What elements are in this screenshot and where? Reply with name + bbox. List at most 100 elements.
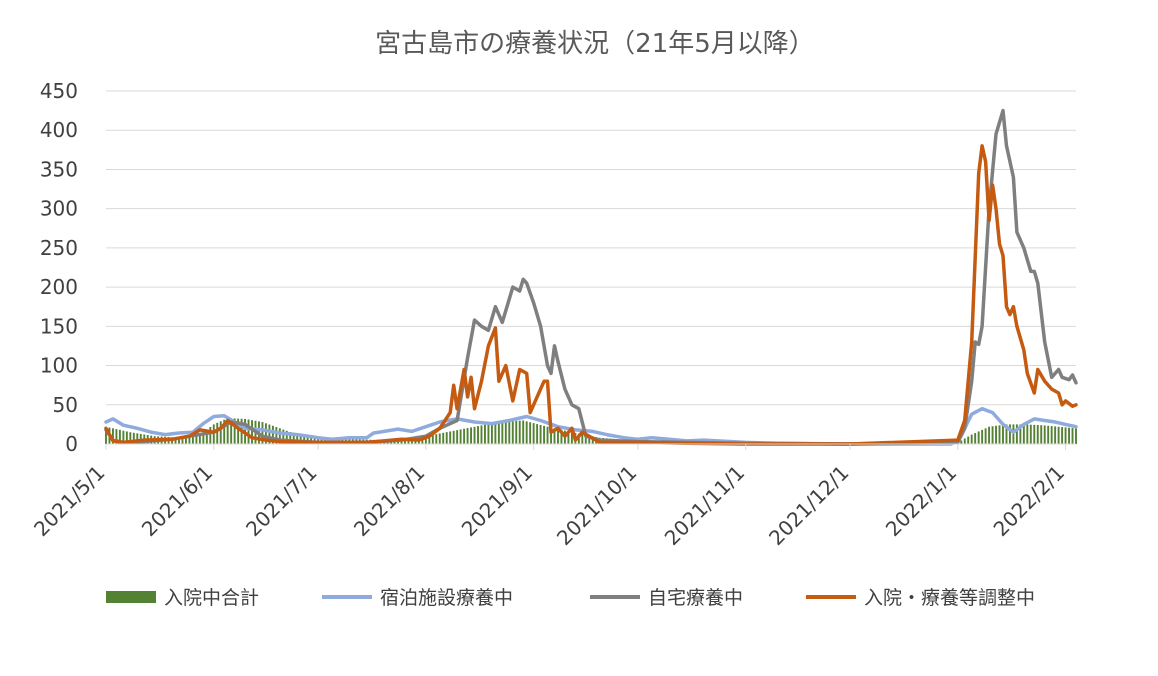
bar-2022-01-16 (1008, 424, 1011, 444)
bar-2021-05-09 (132, 432, 135, 444)
bar-2021-08-21 (494, 422, 497, 444)
bar-2021-06-26 (299, 435, 302, 444)
bar-2021-09-01 (532, 423, 535, 444)
bar-2021-08-19 (487, 424, 490, 444)
bar-2021-08-22 (497, 422, 500, 444)
legend-label: 自宅療養中 (648, 587, 743, 609)
bar-2022-01-07 (977, 431, 980, 444)
x-tick-label: 2022/1/1 (881, 461, 961, 541)
bar-2022-01-31 (1061, 427, 1064, 444)
x-tick-label: 2021/10/1 (552, 461, 641, 550)
bar-2021-05-28 (198, 433, 201, 444)
bar-2022-01-17 (1012, 424, 1015, 444)
bar-2022-01-21 (1026, 424, 1029, 444)
bar-2021-06-07 (233, 418, 236, 444)
y-tick-label: 50 (53, 393, 78, 417)
bar-2021-09-02 (536, 424, 539, 444)
bar-2021-05-24 (185, 436, 187, 444)
legend-label: 宿泊施設療養中 (380, 587, 513, 609)
bar-2021-05-08 (129, 432, 132, 444)
bar-2021-05-25 (188, 435, 191, 444)
bar-2021-08-10 (456, 430, 459, 444)
bar-2021-08-24 (504, 421, 507, 444)
bar-2021-08-09 (452, 430, 455, 444)
bar-2022-01-18 (1015, 424, 1018, 444)
bar-2021-06-22 (285, 430, 288, 444)
bar-2021-06-04 (223, 419, 226, 444)
y-tick-label: 300 (40, 197, 78, 221)
bar-2021-06-15 (261, 422, 264, 444)
bar-2021-09-08 (557, 429, 559, 444)
gridlines (106, 90, 1076, 406)
bar-2021-05-07 (125, 431, 128, 444)
bar-2021-05-03 (111, 428, 114, 444)
bar-2021-06-05 (226, 418, 229, 444)
x-tick-label: 2022/2/1 (989, 461, 1069, 541)
series-line-1 (104, 406, 1078, 446)
bar-2021-05-21 (174, 437, 177, 444)
bar-2022-01-03 (963, 438, 966, 444)
bar-2021-08-20 (490, 423, 493, 444)
bar-2022-01-22 (1029, 424, 1032, 444)
bar-2021-08-13 (466, 428, 469, 444)
bar-2021-06-12 (251, 420, 253, 444)
bar-2021-09-12 (570, 432, 573, 444)
bar-2021-06-03 (219, 421, 222, 444)
bar-2021-05-31 (209, 427, 212, 444)
bar-2021-08-08 (449, 431, 452, 444)
bar-2022-01-13 (998, 425, 1001, 444)
y-tick-label: 400 (40, 118, 78, 142)
bar-2022-01-25 (1040, 425, 1043, 444)
bar-2021-08-01 (424, 436, 427, 444)
bar-2021-09-06 (550, 427, 552, 444)
bar-2021-08-23 (501, 421, 504, 444)
bar-2022-01-30 (1057, 426, 1060, 444)
y-axis-ticks: 0 50 100 150 200 250 300 350 400 450 (40, 79, 78, 456)
bar-2021-08-25 (508, 421, 511, 444)
bar-2021-09-15 (581, 434, 584, 444)
bar-2022-01-14 (1002, 424, 1004, 444)
bar-2021-05-05 (118, 429, 121, 444)
bar-2021-06-25 (296, 434, 299, 444)
bar-2021-05-26 (191, 434, 194, 444)
bar-2021-09-16 (584, 434, 587, 444)
bar-2021-05-04 (115, 429, 118, 444)
bar-2021-05-29 (202, 432, 205, 444)
bar-2021-09-17 (588, 435, 591, 444)
bar-2021-09-09 (560, 429, 563, 444)
bar-2021-09-05 (546, 426, 549, 444)
bar-2022-01-15 (1005, 424, 1008, 444)
bar-2021-09-07 (553, 428, 556, 444)
line-series (104, 108, 1078, 446)
bar-2021-06-02 (216, 422, 219, 444)
series-line-2 (104, 108, 1078, 446)
bar-2021-09-11 (567, 431, 570, 444)
y-tick-label: 350 (40, 157, 78, 181)
bar-2021-08-14 (470, 427, 473, 444)
x-tick-label: 2021/8/1 (349, 461, 429, 541)
bar-2021-05-27 (195, 433, 198, 444)
legend-swatch (106, 591, 156, 603)
legend-label: 入院・療養等調整中 (864, 587, 1035, 609)
bar-2021-06-16 (264, 423, 267, 444)
bar-2022-01-06 (974, 433, 977, 444)
bar-2021-06-23 (289, 432, 292, 444)
series-line-3 (104, 144, 1078, 446)
x-tick-label: 2021/12/1 (764, 461, 853, 550)
x-tick-label: 2021/7/1 (241, 461, 321, 541)
bar-2022-01-19 (1019, 424, 1022, 444)
bar-2021-08-16 (477, 426, 479, 444)
bar-2021-08-26 (511, 421, 514, 444)
bar-2022-01-24 (1036, 425, 1039, 444)
y-tick-label: 450 (40, 79, 78, 103)
bar-2021-06-20 (278, 428, 281, 444)
bar-2021-08-11 (459, 429, 462, 444)
bar-2022-02-03 (1071, 427, 1074, 444)
bar-2021-05-22 (178, 437, 180, 444)
bar-2022-01-08 (981, 429, 984, 444)
bar-2021-05-10 (136, 433, 139, 444)
bar-2021-08-06 (442, 432, 445, 444)
bar-2021-08-04 (435, 434, 438, 444)
bar-2021-05-23 (181, 436, 184, 444)
bar-2021-09-04 (543, 425, 546, 444)
